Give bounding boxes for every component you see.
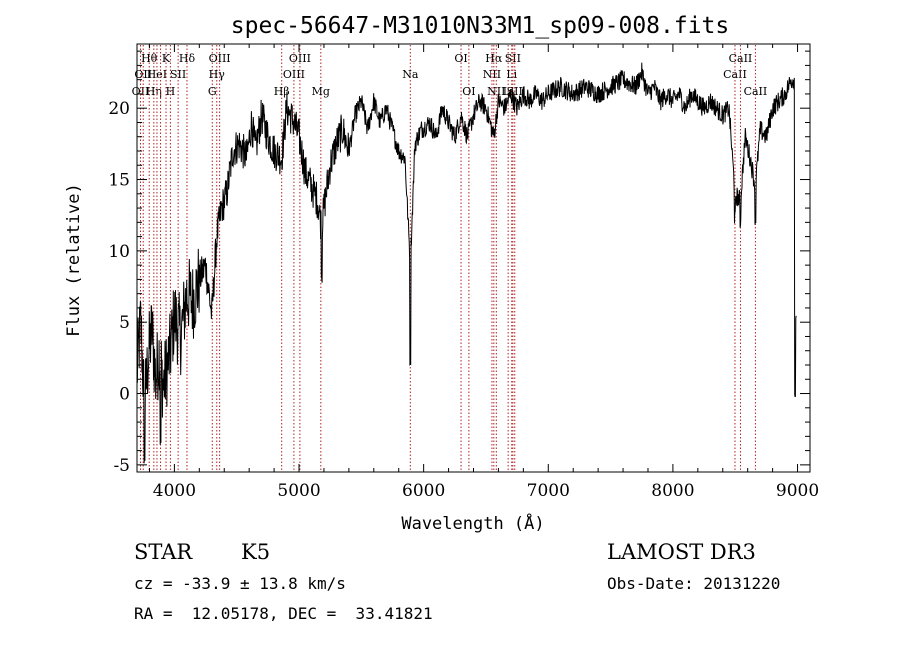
line-marker-label: NII: [483, 68, 501, 81]
line-marker-label: CaII: [723, 68, 747, 81]
line-marker-label: Hη: [146, 85, 162, 98]
line-marker-label: Hα: [485, 52, 503, 65]
line-marker-label: NII: [487, 85, 505, 98]
y-tick-label: 15: [108, 171, 130, 191]
line-marker-label: Hθ: [141, 52, 158, 65]
x-tick-label: 4000: [153, 481, 196, 501]
x-tick-label: 9000: [776, 481, 819, 501]
y-tick-label: 0: [119, 385, 130, 405]
line-marker-label: Li: [503, 85, 514, 98]
x-tick-label: 8000: [651, 481, 694, 501]
line-marker-label: G: [208, 85, 217, 98]
plot-frame: [136, 43, 811, 473]
line-marker-label: OII: [132, 85, 150, 98]
line-marker-label: OIII: [283, 68, 305, 81]
line-marker-label: Hβ: [274, 85, 290, 98]
line-marker-label: OI: [462, 85, 475, 98]
line-marker-label: H: [166, 85, 176, 98]
x-axis-ticks: 4000 5000 6000 7000 8000 9000: [148, 44, 819, 501]
line-marker-label: CaII: [729, 52, 753, 65]
spectrum-series: [136, 62, 797, 464]
line-marker-label: SII: [505, 52, 521, 65]
x-tick-label: 7000: [527, 481, 570, 501]
spectrum-line: [136, 62, 797, 464]
x-tick-label: 6000: [402, 481, 445, 501]
line-marker-label: Na: [402, 68, 419, 81]
coords-text: RA = 12.05178, DEC = 33.41821: [134, 604, 433, 623]
y-tick-label: -5: [113, 456, 130, 476]
line-marker-label: K: [162, 52, 171, 65]
line-markers: OII OII Hθ Hη HeI K H SII Hδ G Hγ OIII Hβ OIII OIII Mg N…: [132, 45, 768, 471]
line-marker-label: HeI: [147, 68, 167, 81]
y-axis-ticks: -5 0 5 10 15 20: [108, 50, 810, 476]
line-marker-label: Li: [506, 68, 517, 81]
star-class: STAR: [134, 540, 193, 564]
x-axis-label: Wavelength (Å): [401, 512, 544, 534]
line-marker-label: OI: [454, 52, 467, 65]
y-tick-label: 10: [108, 242, 130, 262]
chart-title: spec-56647-M31010N33M1_sp09-008.fits: [231, 13, 730, 39]
line-marker-label: OII: [134, 68, 152, 81]
y-tick-label: 5: [119, 313, 130, 333]
line-marker-label: OIII: [209, 52, 231, 65]
line-marker-label: OIII: [289, 52, 311, 65]
y-axis-label: Flux (relative): [64, 183, 84, 337]
line-marker-label: Mg: [312, 85, 330, 98]
line-marker-label: Hδ: [179, 52, 196, 65]
survey-label: LAMOST DR3: [607, 540, 756, 564]
line-marker-label: Hγ: [209, 68, 226, 81]
obs-date-text: Obs-Date: 20131220: [607, 574, 781, 593]
star-subclass: K5: [241, 540, 271, 564]
x-tick-label: 5000: [277, 481, 320, 501]
y-tick-label: 20: [108, 99, 130, 119]
line-marker-label: SII: [170, 68, 186, 81]
line-marker-label: CaII: [744, 85, 768, 98]
velocity-text: cz = -33.9 ± 13.8 km/s: [134, 574, 346, 593]
line-marker-label: SII: [507, 85, 523, 98]
